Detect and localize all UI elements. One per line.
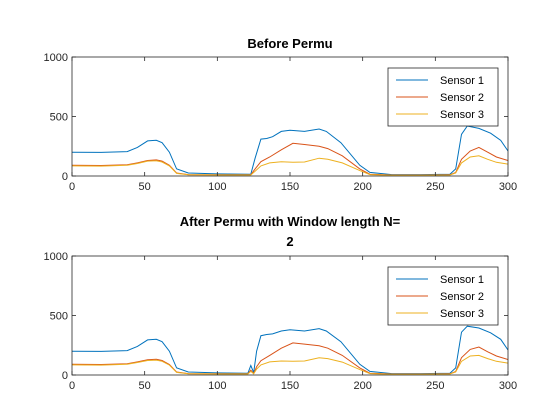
y-tick-label: 0 [62, 370, 68, 382]
series-line-sensor-1 [72, 125, 508, 176]
series-line-sensor-2 [72, 142, 508, 176]
legend-entry: Sensor 2 [440, 92, 484, 104]
series-group [72, 325, 508, 375]
legend: Sensor 1 Sensor 2 Sensor 3 [387, 266, 499, 326]
series-group [72, 125, 508, 176]
series-line-sensor-3 [72, 354, 508, 375]
series-line-sensor-3 [72, 155, 508, 176]
x-tick-label: 200 [353, 380, 371, 392]
legend-entry: Sensor 3 [440, 109, 484, 121]
x-tick-label: 150 [281, 380, 299, 392]
legend-entry: Sensor 3 [440, 308, 484, 320]
series-line-sensor-2 [72, 342, 508, 375]
subplot-2: After Permu with Window length N= 2 0 50 100… [44, 214, 518, 392]
x-tick-label: 300 [499, 380, 517, 392]
x-tick-label: 100 [208, 380, 226, 392]
x-tick-label: 200 [353, 181, 371, 193]
chart-title: 2 [286, 234, 293, 249]
x-tick-label: 0 [69, 380, 75, 392]
legend-entry: Sensor 2 [440, 291, 484, 303]
series-line-sensor-1 [72, 325, 508, 375]
y-tick-label: 500 [50, 311, 68, 323]
x-tick-label: 50 [139, 181, 151, 193]
legend: Sensor 1 Sensor 2 Sensor 3 [387, 67, 499, 127]
y-tick-label: 1000 [44, 251, 68, 263]
legend-box [387, 67, 499, 127]
y-tick-label: 500 [50, 112, 68, 124]
x-tick-label: 250 [426, 380, 444, 392]
chart-title: After Permu with Window length N= [180, 214, 401, 229]
x-tick-label: 50 [139, 380, 151, 392]
chart-title: Before Permu [247, 36, 332, 51]
legend-entry: Sensor 1 [440, 274, 484, 286]
x-tick-label: 300 [499, 181, 517, 193]
legend-entry: Sensor 1 [440, 75, 484, 87]
subplot-1: Before Permu 0 50 100 150 200 250 300 0 500 1000 Se… [44, 36, 518, 193]
x-tick-label: 250 [426, 181, 444, 193]
x-tick-label: 100 [208, 181, 226, 193]
x-tick-label: 150 [281, 181, 299, 193]
y-tick-label: 0 [62, 171, 68, 183]
y-tick-label: 1000 [44, 52, 68, 64]
x-tick-label: 0 [69, 181, 75, 193]
